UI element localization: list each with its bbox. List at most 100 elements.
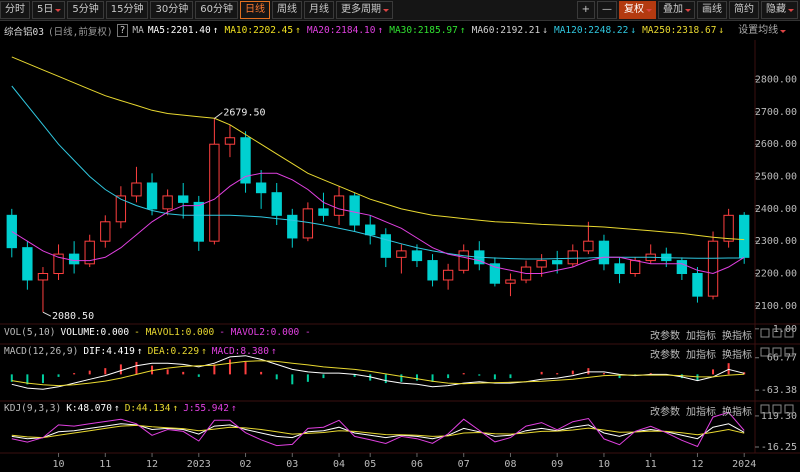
pane-icon[interactable] (784, 347, 794, 357)
macd-bar (478, 374, 481, 376)
tool-button[interactable]: + (576, 1, 595, 19)
period-tab[interactable]: 日线 (239, 1, 270, 19)
candle-body (349, 195, 360, 226)
pane-icon[interactable] (760, 404, 770, 414)
period-tab[interactable]: 5日 (32, 1, 66, 19)
x-tick-label: 11 (99, 459, 111, 470)
ma-arrow: ↑ (377, 25, 384, 36)
candle-body (255, 182, 267, 194)
candle-body (614, 263, 625, 275)
x-tick-label: 09 (551, 459, 563, 470)
y-tick-label: 119.30 (761, 411, 797, 422)
pane-button[interactable]: 换指标 (722, 331, 752, 342)
help-button[interactable]: ? (116, 24, 129, 37)
pane-button[interactable]: 加指标 (686, 350, 716, 361)
candle-body (458, 250, 469, 271)
pane-button[interactable]: 改参数 (650, 350, 680, 361)
x-tick-label: 12 (691, 459, 703, 470)
macd-bar (57, 374, 60, 377)
pane-button[interactable]: 加指标 (686, 407, 716, 418)
macd-bar (213, 364, 216, 375)
indicator-line (11, 411, 745, 448)
period-tab[interactable]: 15分钟 (105, 1, 149, 19)
tool-button[interactable]: 叠加 (658, 1, 695, 19)
pane-icon[interactable] (772, 347, 782, 357)
period-tab[interactable]: 60分钟 (195, 1, 238, 19)
period-tab[interactable]: 分时 (0, 1, 30, 19)
pane-header-item: MACD:8.380 (211, 346, 269, 357)
candle-body (68, 253, 80, 265)
x-tick-label: 07 (458, 459, 470, 470)
x-tick-label: 2024 (732, 459, 756, 470)
candle-body (53, 253, 64, 275)
ma-value: MA30:2185.97 (389, 25, 458, 36)
pane-header: MACD(12,26,9) DIF:4.419 ↑ DEA:0.229 ↑ MACD:8.… (4, 346, 282, 357)
candle-body (271, 192, 282, 216)
pane-header-arrow: ↑ (113, 403, 120, 414)
macd-bar (462, 373, 465, 375)
ma-settings[interactable]: 设置均线 (734, 23, 789, 39)
ma-value: MA120:2248.22 (553, 25, 629, 36)
tool-button[interactable]: 画线 (697, 1, 727, 19)
pane-button[interactable]: 改参数 (650, 407, 680, 418)
pane-header-arrow: ↑ (271, 346, 277, 357)
macd-bar (135, 361, 138, 375)
tool-button[interactable]: 简约 (729, 1, 759, 19)
pane-icon[interactable] (772, 404, 782, 414)
pane-icon[interactable] (760, 347, 770, 357)
macd-bar (10, 374, 13, 382)
macd-bar (166, 369, 169, 375)
macd-bar (369, 374, 372, 381)
ma-value: MA60:2192.21 (471, 25, 541, 36)
x-tick-label: 04 (333, 459, 345, 470)
pane-icon[interactable] (760, 328, 770, 338)
pane-icon[interactable] (784, 404, 794, 414)
indicator-line (11, 360, 745, 387)
x-tick-label: 02 (240, 459, 252, 470)
ma-value: MA250:2318.67 (642, 25, 717, 36)
tool-button[interactable]: 隐藏 (761, 1, 798, 19)
macd-bar (540, 371, 543, 375)
y-tick-label: 2200.00 (755, 269, 797, 280)
period-tab[interactable]: 更多周期 (335, 1, 393, 19)
ma-value: MA20:2184.10 (306, 25, 376, 36)
pane-header-arrow: ↑ (172, 403, 179, 414)
macd-bar (26, 374, 29, 385)
candle-body (240, 137, 251, 184)
tool-buttons: + — 复权 叠加 画线 简约 隐藏 (576, 0, 800, 20)
ma-arrow: ↓ (542, 25, 548, 36)
pane-button[interactable]: 加指标 (686, 331, 716, 342)
macd-bar (447, 374, 450, 379)
candle-body (598, 240, 610, 265)
pane-icon[interactable] (772, 328, 782, 338)
pane-button[interactable]: 换指标 (722, 407, 752, 418)
pane-icon[interactable] (784, 328, 794, 338)
info-bar: 综合铝03 (日线,前复权) ? MA MA5:2201.40 ↑ MA10:220… (0, 22, 800, 39)
macd-bar (727, 363, 730, 375)
mode: (日线,前复权) (47, 26, 113, 38)
pane-button[interactable]: 改参数 (650, 331, 680, 342)
macd-bar (680, 374, 683, 379)
tool-button[interactable]: 复权 (619, 1, 656, 19)
pane-button[interactable]: 换指标 (722, 350, 752, 361)
macd-bar (182, 371, 185, 375)
period-tab[interactable]: 30分钟 (150, 1, 194, 19)
pane-header-item: - MAVOL2:0.000 - (219, 327, 311, 338)
ma-arrow: ↑ (459, 25, 466, 36)
candle-body (427, 260, 438, 281)
tool-button[interactable]: — (597, 1, 617, 19)
period-tab[interactable]: 月线 (303, 1, 334, 19)
symbol: 综合铝03 (4, 26, 44, 38)
macd-bar (151, 365, 154, 375)
indicator-line (11, 172, 745, 275)
ma-arrow: ↑ (295, 25, 301, 36)
ma-arrow: ↓ (630, 25, 637, 36)
y-tick-label: 2300.00 (755, 236, 797, 247)
pane-header-item: J:55.942 (183, 403, 229, 414)
ma-value: MA10:2202.45 (224, 25, 294, 36)
ma-legend: MA5:2201.40 ↑ MA10:2202.45 ↑ MA20:2184.10 ↑ MA… (148, 25, 730, 36)
ma-arrow: ↓ (718, 25, 725, 36)
period-tab[interactable]: 周线 (271, 1, 302, 19)
period-tab[interactable]: 5分钟 (67, 1, 104, 19)
